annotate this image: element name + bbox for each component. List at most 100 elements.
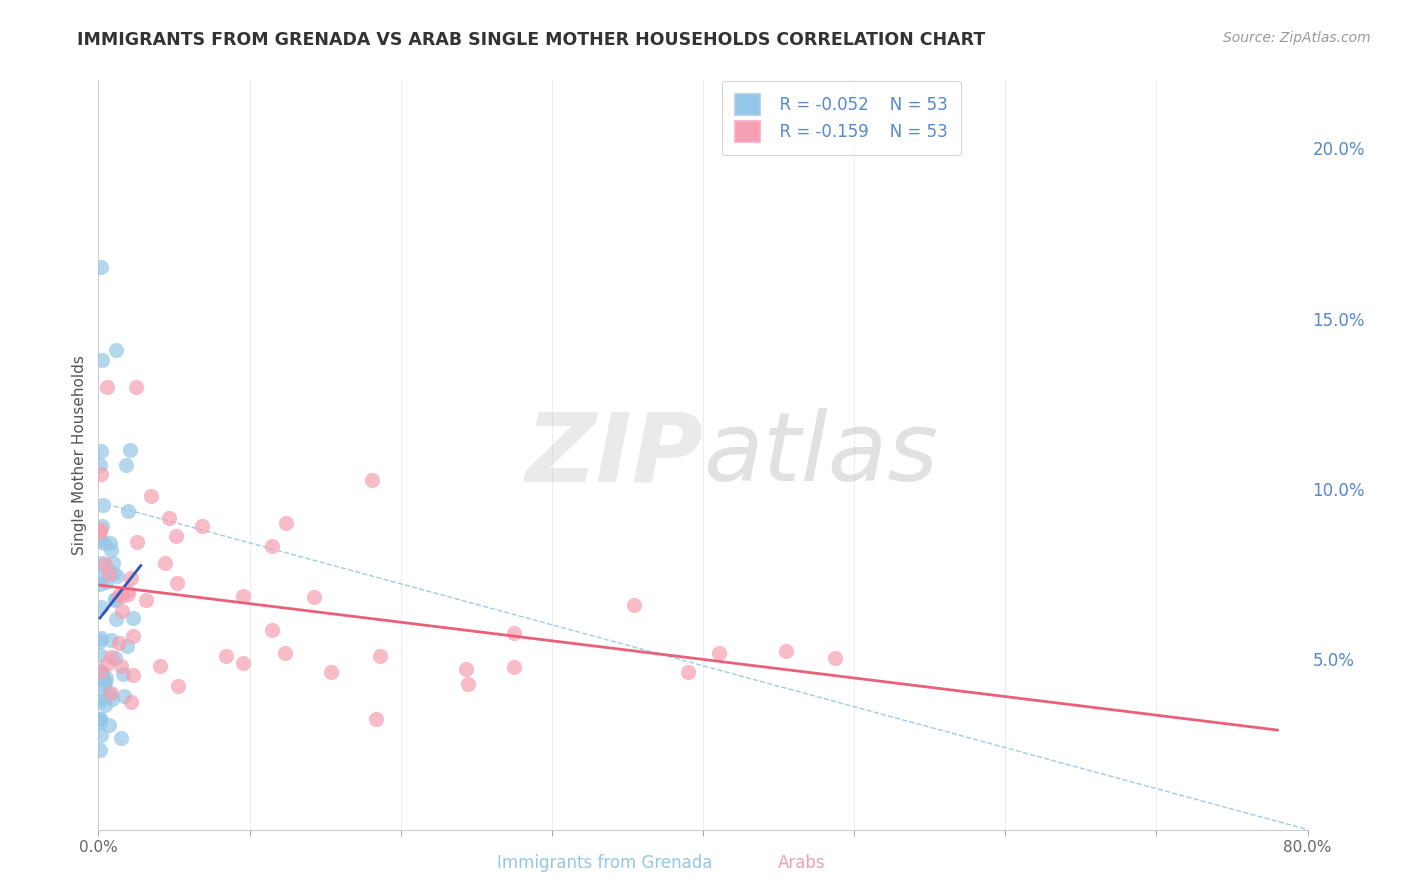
Point bbox=[457, 677, 479, 691]
Point bbox=[149, 659, 172, 673]
Point bbox=[110, 659, 132, 673]
Point bbox=[456, 661, 478, 675]
Point bbox=[90, 518, 112, 533]
Point bbox=[89, 743, 111, 757]
Point bbox=[93, 671, 115, 685]
Point bbox=[94, 698, 117, 712]
Point bbox=[502, 626, 524, 640]
Point bbox=[190, 519, 212, 533]
Point bbox=[366, 712, 388, 726]
Point bbox=[90, 444, 112, 458]
Y-axis label: Single Mother Households: Single Mother Households bbox=[72, 355, 87, 555]
Point bbox=[274, 646, 297, 660]
Point bbox=[153, 556, 176, 570]
Point bbox=[89, 634, 111, 648]
Point bbox=[94, 671, 117, 685]
Point bbox=[100, 633, 122, 648]
Point bbox=[89, 712, 111, 726]
Text: Source: ZipAtlas.com: Source: ZipAtlas.com bbox=[1223, 31, 1371, 45]
Point bbox=[91, 665, 114, 679]
Point bbox=[775, 644, 797, 658]
Point bbox=[104, 593, 127, 607]
Point bbox=[120, 695, 142, 709]
Point bbox=[90, 260, 112, 275]
Point bbox=[89, 664, 111, 678]
Point bbox=[91, 498, 114, 512]
Point bbox=[101, 692, 124, 706]
Point bbox=[100, 650, 122, 665]
Point bbox=[90, 666, 112, 681]
Point bbox=[502, 660, 524, 674]
Point bbox=[122, 668, 145, 682]
Point bbox=[100, 686, 122, 700]
Point bbox=[125, 380, 148, 394]
Text: ZIP: ZIP bbox=[524, 409, 703, 501]
Point bbox=[319, 665, 342, 680]
Point bbox=[125, 535, 148, 549]
Point bbox=[89, 533, 111, 548]
Point bbox=[105, 343, 128, 358]
Point bbox=[121, 611, 143, 625]
Point bbox=[141, 489, 163, 503]
Point bbox=[120, 571, 142, 585]
Point bbox=[232, 590, 254, 604]
Point bbox=[115, 458, 138, 472]
Point bbox=[167, 679, 190, 693]
Point bbox=[117, 504, 139, 518]
Point bbox=[115, 584, 138, 599]
Point bbox=[90, 690, 112, 705]
Point bbox=[108, 588, 131, 602]
Point bbox=[824, 651, 846, 665]
Point bbox=[93, 557, 115, 571]
Point bbox=[93, 536, 115, 550]
Point bbox=[96, 574, 118, 589]
Text: Arabs: Arabs bbox=[778, 855, 825, 872]
Point bbox=[117, 587, 139, 601]
Point bbox=[115, 639, 138, 653]
Point bbox=[89, 712, 111, 726]
Point bbox=[120, 442, 142, 457]
Point bbox=[96, 380, 118, 394]
Text: IMMIGRANTS FROM GRENADA VS ARAB SINGLE MOTHER HOUSEHOLDS CORRELATION CHART: IMMIGRANTS FROM GRENADA VS ARAB SINGLE M… bbox=[77, 31, 986, 49]
Point bbox=[707, 646, 730, 660]
Point bbox=[623, 598, 645, 612]
Point bbox=[89, 693, 111, 707]
Text: atlas: atlas bbox=[703, 409, 938, 501]
Point bbox=[98, 718, 121, 732]
Point bbox=[676, 665, 699, 679]
Point bbox=[260, 539, 283, 553]
Point bbox=[122, 629, 145, 643]
Point bbox=[215, 649, 238, 664]
Point bbox=[101, 556, 124, 570]
Point bbox=[90, 599, 112, 614]
Point bbox=[98, 535, 121, 549]
Point bbox=[260, 624, 283, 638]
Point bbox=[111, 667, 134, 681]
Point bbox=[100, 543, 122, 558]
Point bbox=[368, 649, 391, 664]
Point bbox=[274, 516, 297, 531]
Point bbox=[90, 631, 112, 645]
Point bbox=[89, 714, 111, 729]
Point bbox=[110, 589, 132, 603]
Point bbox=[157, 510, 180, 524]
Point bbox=[90, 556, 112, 570]
Point bbox=[108, 636, 131, 650]
Point bbox=[93, 674, 115, 689]
Point bbox=[89, 665, 111, 680]
Point bbox=[103, 566, 125, 581]
Point bbox=[89, 577, 111, 591]
Point bbox=[135, 593, 157, 607]
Legend:   R = -0.052    N = 53,   R = -0.159    N = 53: R = -0.052 N = 53, R = -0.159 N = 53 bbox=[721, 81, 960, 155]
Point bbox=[90, 569, 112, 583]
Point bbox=[165, 529, 187, 543]
Point bbox=[112, 689, 135, 703]
Point bbox=[111, 604, 134, 618]
Point bbox=[89, 524, 111, 539]
Point bbox=[104, 650, 127, 665]
Point bbox=[97, 566, 120, 581]
Point bbox=[166, 575, 188, 590]
Point bbox=[93, 678, 115, 692]
Point bbox=[104, 612, 127, 626]
Text: Immigrants from Grenada: Immigrants from Grenada bbox=[496, 855, 713, 872]
